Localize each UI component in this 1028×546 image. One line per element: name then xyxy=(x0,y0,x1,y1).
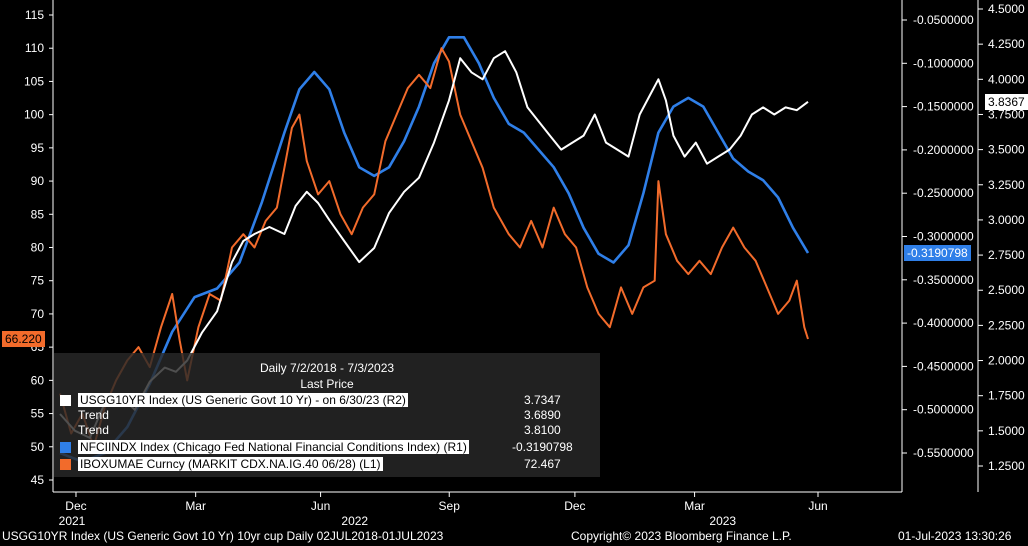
right2-tick-label: 2.7500 xyxy=(988,248,1025,262)
x-year-label: 2021 xyxy=(59,514,86,528)
left-tick-label: 115 xyxy=(25,8,44,22)
legend-row-nfci[interactable]: NFCIINDX Index (Chicago Fed National Fin… xyxy=(60,440,592,455)
right2-tick-label: 4.2500 xyxy=(988,37,1025,51)
right1-tick-label: -0.5500000 xyxy=(913,446,974,460)
x-tick-label: Dec xyxy=(65,499,86,513)
right2-tick-label: 3.5000 xyxy=(988,143,1025,157)
right-axis-nfci: -0.0500000 -0.1000000 -0.1500000 -0.2000000… xyxy=(902,13,974,460)
last-value-tag-10yr: 3.8367 xyxy=(985,94,1028,111)
right2-tick-label: 1.5000 xyxy=(988,424,1025,438)
legend-value-10yr: 3.7347 xyxy=(524,393,561,407)
right1-tick-label: -0.5000000 xyxy=(913,403,974,417)
legend-panel: Daily 7/2/2018 - 7/3/2023 Last Price USG… xyxy=(54,353,600,477)
left-tick-label: 85 xyxy=(31,207,45,221)
x-axis: Dec Mar Jun Sep Dec Mar Jun 2021 2022 2023 xyxy=(59,492,828,528)
right1-tick-label: -0.2000000 xyxy=(913,143,974,157)
left-tick-label: 110 xyxy=(25,41,44,55)
x-tick-label: Dec xyxy=(564,499,585,513)
right2-tick-label: 3.0000 xyxy=(988,213,1025,227)
legend-label-nfci: NFCIINDX Index (Chicago Fed National Fin… xyxy=(78,440,469,454)
series-line-usgg10yr-index xyxy=(59,50,809,439)
right2-tick-label: 2.0000 xyxy=(988,354,1025,368)
right2-tick-label: 1.2500 xyxy=(988,459,1025,473)
x-year-label: 2023 xyxy=(709,514,736,528)
legend-label-cdx: IBOXUMAE Curncy (MARKIT CDX.NA.IG.40 06/… xyxy=(78,457,383,471)
right2-tick-label: 3.2500 xyxy=(988,178,1025,192)
legend-row-cdx[interactable]: IBOXUMAE Curncy (MARKIT CDX.NA.IG.40 06/… xyxy=(60,457,592,472)
footer-timestamp: 01-Jul-2023 13:30:26 xyxy=(898,529,1012,543)
x-year-label: 2022 xyxy=(341,514,368,528)
x-tick-label: Sep xyxy=(439,499,461,513)
right1-tick-label: -0.4000000 xyxy=(913,316,974,330)
legend-row-trend-2: Trend 3.8100 xyxy=(60,423,592,438)
legend-subheader: Last Price xyxy=(300,377,354,391)
left-tick-label: 75 xyxy=(31,274,45,288)
legend-value-cdx: 72.467 xyxy=(524,457,561,471)
legend-value-nfci: -0.3190798 xyxy=(512,440,573,454)
right2-tick-label: 2.5000 xyxy=(988,283,1025,297)
legend-value-trend-2: 3.8100 xyxy=(524,423,561,437)
legend-label-10yr: USGG10YR Index (US Generic Govt 10 Yr) -… xyxy=(78,393,408,407)
last-value-tag-nfci: -0.3190798 xyxy=(904,244,971,261)
right1-tick-label: -0.1000000 xyxy=(913,56,974,70)
left-tick-label: 60 xyxy=(31,373,45,387)
last-value-tag-cdx: 66.220 xyxy=(2,331,45,348)
left-tick-label: 100 xyxy=(24,108,44,122)
x-tick-label: Jun xyxy=(311,499,330,513)
left-tick-label: 70 xyxy=(31,307,45,321)
right1-tick-label: -0.0500000 xyxy=(913,13,974,27)
legend-value-trend-1: 3.6890 xyxy=(524,408,561,422)
right-axis-10yr: 1.2500 1.5000 1.7500 2.0000 2.2500 2.5000 2.75… xyxy=(978,2,1025,473)
right2-tick-label: 4.5000 xyxy=(988,2,1025,16)
left-tick-label: 80 xyxy=(31,241,45,255)
right2-tick-label: 1.7500 xyxy=(988,389,1025,403)
right1-tick-label: -0.1500000 xyxy=(913,100,974,114)
legend-label-trend-1: Trend xyxy=(78,408,109,422)
legend-swatch-nfci xyxy=(60,442,71,453)
right2-tick-label: 3.7500 xyxy=(988,107,1025,121)
legend-header: Daily 7/2/2018 - 7/3/2023 xyxy=(259,361,395,375)
right1-tick-label: -0.4500000 xyxy=(913,359,974,373)
right1-tick-label: -0.3500000 xyxy=(913,273,974,287)
right1-tick-label: -0.2500000 xyxy=(913,186,974,200)
footer-copyright: Copyright© 2023 Bloomberg Finance L.P. xyxy=(571,529,792,543)
footer-security-description: USGG10YR Index (US Generic Govt 10 Yr) 1… xyxy=(2,529,444,543)
left-tick-label: 105 xyxy=(24,74,44,88)
x-tick-label: Jun xyxy=(808,499,827,513)
left-tick-label: 95 xyxy=(31,141,45,155)
left-tick-label: 50 xyxy=(31,440,45,454)
legend-row-trend-1: Trend 3.6890 xyxy=(60,408,592,423)
left-tick-label: 55 xyxy=(31,407,45,421)
x-tick-label: Mar xyxy=(185,499,206,513)
legend-row-10yr[interactable]: USGG10YR Index (US Generic Govt 10 Yr) -… xyxy=(60,393,592,408)
legend-swatch-10yr xyxy=(60,395,71,406)
left-tick-label: 90 xyxy=(31,174,45,188)
right1-tick-label: -0.3000000 xyxy=(913,230,974,244)
x-tick-label: Mar xyxy=(684,499,705,513)
left-tick-label: 45 xyxy=(31,473,45,487)
legend-swatch-cdx xyxy=(60,459,71,470)
legend-label-trend-2: Trend xyxy=(78,423,109,437)
right2-tick-label: 2.2500 xyxy=(988,318,1025,332)
right2-tick-label: 4.0000 xyxy=(988,72,1025,86)
